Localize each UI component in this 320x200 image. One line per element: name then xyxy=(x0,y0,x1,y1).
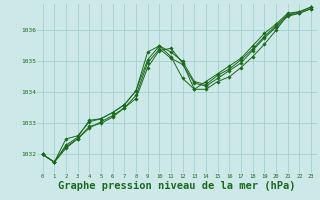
X-axis label: Graphe pression niveau de la mer (hPa): Graphe pression niveau de la mer (hPa) xyxy=(58,181,296,191)
